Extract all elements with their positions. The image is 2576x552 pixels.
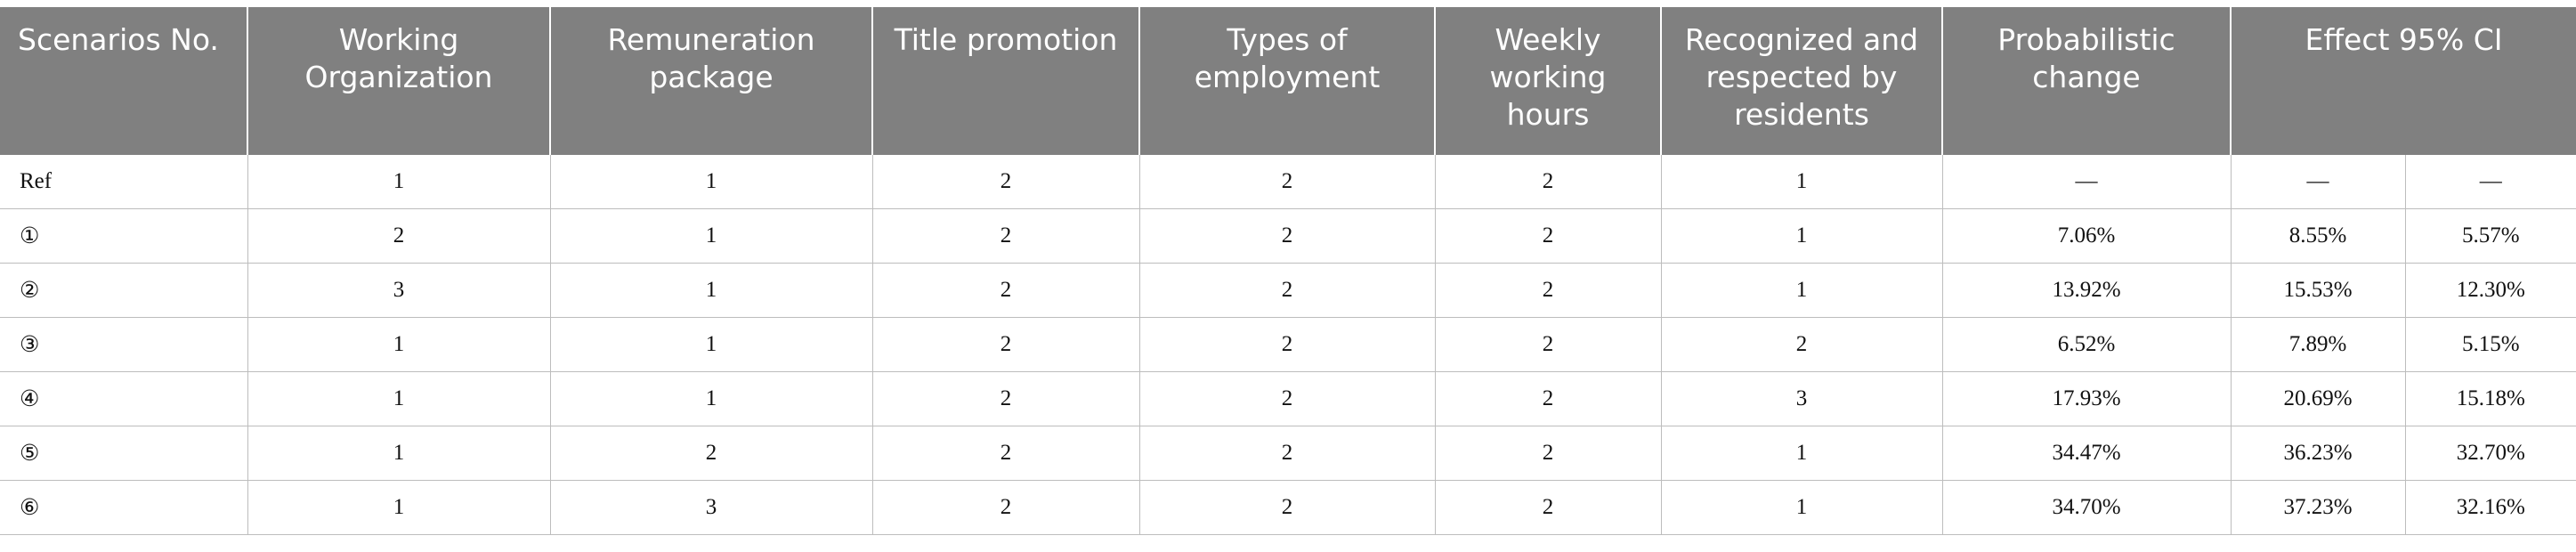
- table-row: ② 3 1 2 2 2 1 13.92% 15.53% 12.30%: [0, 263, 2576, 318]
- cell-title-promotion: 2: [872, 317, 1140, 372]
- table-header: Scenarios No. Working Organization Remun…: [0, 7, 2576, 155]
- cell-scenario: ①: [0, 208, 248, 264]
- scenarios-table: Scenarios No. Working Organization Remun…: [0, 7, 2576, 535]
- cell-working-organization: 1: [247, 480, 551, 535]
- cell-remuneration-package: 1: [550, 371, 873, 426]
- cell-ci-lower: 5.57%: [2405, 208, 2576, 264]
- table-row: ⑤ 1 2 2 2 2 1 34.47% 36.23% 32.70%: [0, 426, 2576, 481]
- cell-ci-lower: 32.16%: [2405, 480, 2576, 535]
- cell-recognized: 3: [1661, 371, 1943, 426]
- cell-remuneration-package: 1: [550, 208, 873, 264]
- cell-weekly-working-hours: 2: [1435, 426, 1662, 481]
- table-row: ⑥ 1 3 2 2 2 1 34.70% 37.23% 32.16%: [0, 480, 2576, 535]
- cell-ci-upper: 37.23%: [2231, 480, 2406, 535]
- header-remuneration-package: Remuneration package: [550, 7, 873, 155]
- cell-scenario: ②: [0, 263, 248, 318]
- cell-probabilistic-change: 6.52%: [1942, 317, 2232, 372]
- cell-remuneration-package: 2: [550, 426, 873, 481]
- cell-recognized: 1: [1661, 426, 1943, 481]
- cell-ci-lower: 12.30%: [2405, 263, 2576, 318]
- cell-scenario: ⑥: [0, 480, 248, 535]
- cell-working-organization: 1: [247, 317, 551, 372]
- table-row: Ref 1 1 2 2 2 1 — — —: [0, 155, 2576, 209]
- table-row: ④ 1 1 2 2 2 3 17.93% 20.69% 15.18%: [0, 371, 2576, 426]
- cell-types-of-employment: 2: [1139, 208, 1436, 264]
- table-body: Ref 1 1 2 2 2 1 — — — ① 2 1 2 2 2 1 7.06…: [0, 155, 2576, 535]
- cell-title-promotion: 2: [872, 371, 1140, 426]
- cell-title-promotion: 2: [872, 155, 1140, 209]
- cell-working-organization: 2: [247, 208, 551, 264]
- cell-ci-lower: 15.18%: [2405, 371, 2576, 426]
- header-scenarios-no: Scenarios No.: [0, 7, 248, 155]
- cell-ci-upper: 15.53%: [2231, 263, 2406, 318]
- cell-probabilistic-change: 17.93%: [1942, 371, 2232, 426]
- cell-scenario: Ref: [0, 155, 248, 209]
- header-effect-ci: Effect 95% CI: [2231, 7, 2576, 155]
- cell-probabilistic-change: 34.47%: [1942, 426, 2232, 481]
- cell-weekly-working-hours: 2: [1435, 480, 1662, 535]
- cell-scenario: ③: [0, 317, 248, 372]
- cell-title-promotion: 2: [872, 208, 1140, 264]
- cell-title-promotion: 2: [872, 426, 1140, 481]
- header-probabilistic-change: Probabilistic change: [1942, 7, 2232, 155]
- cell-remuneration-package: 1: [550, 155, 873, 209]
- header-weekly-working-hours: Weekly working hours: [1435, 7, 1662, 155]
- cell-types-of-employment: 2: [1139, 371, 1436, 426]
- header-types-of-employment: Types of employment: [1139, 7, 1436, 155]
- table-row: ③ 1 1 2 2 2 2 6.52% 7.89% 5.15%: [0, 317, 2576, 372]
- header-working-organization: Working Organization: [247, 7, 551, 155]
- cell-recognized: 1: [1661, 480, 1943, 535]
- cell-ci-lower: 32.70%: [2405, 426, 2576, 481]
- cell-ci-upper: —: [2231, 155, 2406, 209]
- cell-recognized: 1: [1661, 208, 1943, 264]
- header-title-promotion: Title promotion: [872, 7, 1140, 155]
- cell-probabilistic-change: 34.70%: [1942, 480, 2232, 535]
- cell-ci-upper: 36.23%: [2231, 426, 2406, 481]
- cell-probabilistic-change: 7.06%: [1942, 208, 2232, 264]
- cell-title-promotion: 2: [872, 263, 1140, 318]
- cell-working-organization: 1: [247, 155, 551, 209]
- cell-ci-lower: —: [2405, 155, 2576, 209]
- cell-ci-lower: 5.15%: [2405, 317, 2576, 372]
- cell-working-organization: 1: [247, 371, 551, 426]
- cell-types-of-employment: 2: [1139, 155, 1436, 209]
- header-row: Scenarios No. Working Organization Remun…: [0, 7, 2576, 155]
- cell-weekly-working-hours: 2: [1435, 371, 1662, 426]
- cell-types-of-employment: 2: [1139, 426, 1436, 481]
- cell-scenario: ④: [0, 371, 248, 426]
- cell-ci-upper: 8.55%: [2231, 208, 2406, 264]
- cell-weekly-working-hours: 2: [1435, 208, 1662, 264]
- cell-remuneration-package: 3: [550, 480, 873, 535]
- cell-title-promotion: 2: [872, 480, 1140, 535]
- cell-weekly-working-hours: 2: [1435, 155, 1662, 209]
- cell-probabilistic-change: —: [1942, 155, 2232, 209]
- cell-working-organization: 3: [247, 263, 551, 318]
- cell-probabilistic-change: 13.92%: [1942, 263, 2232, 318]
- cell-working-organization: 1: [247, 426, 551, 481]
- cell-recognized: 2: [1661, 317, 1943, 372]
- cell-types-of-employment: 2: [1139, 263, 1436, 318]
- cell-remuneration-package: 1: [550, 317, 873, 372]
- cell-types-of-employment: 2: [1139, 480, 1436, 535]
- cell-remuneration-package: 1: [550, 263, 873, 318]
- cell-recognized: 1: [1661, 155, 1943, 209]
- cell-ci-upper: 7.89%: [2231, 317, 2406, 372]
- cell-scenario: ⑤: [0, 426, 248, 481]
- table-row: ① 2 1 2 2 2 1 7.06% 8.55% 5.57%: [0, 208, 2576, 264]
- cell-weekly-working-hours: 2: [1435, 263, 1662, 318]
- cell-types-of-employment: 2: [1139, 317, 1436, 372]
- cell-ci-upper: 20.69%: [2231, 371, 2406, 426]
- cell-recognized: 1: [1661, 263, 1943, 318]
- header-recognized-respected: Recognized and respected by residents: [1661, 7, 1943, 155]
- cell-weekly-working-hours: 2: [1435, 317, 1662, 372]
